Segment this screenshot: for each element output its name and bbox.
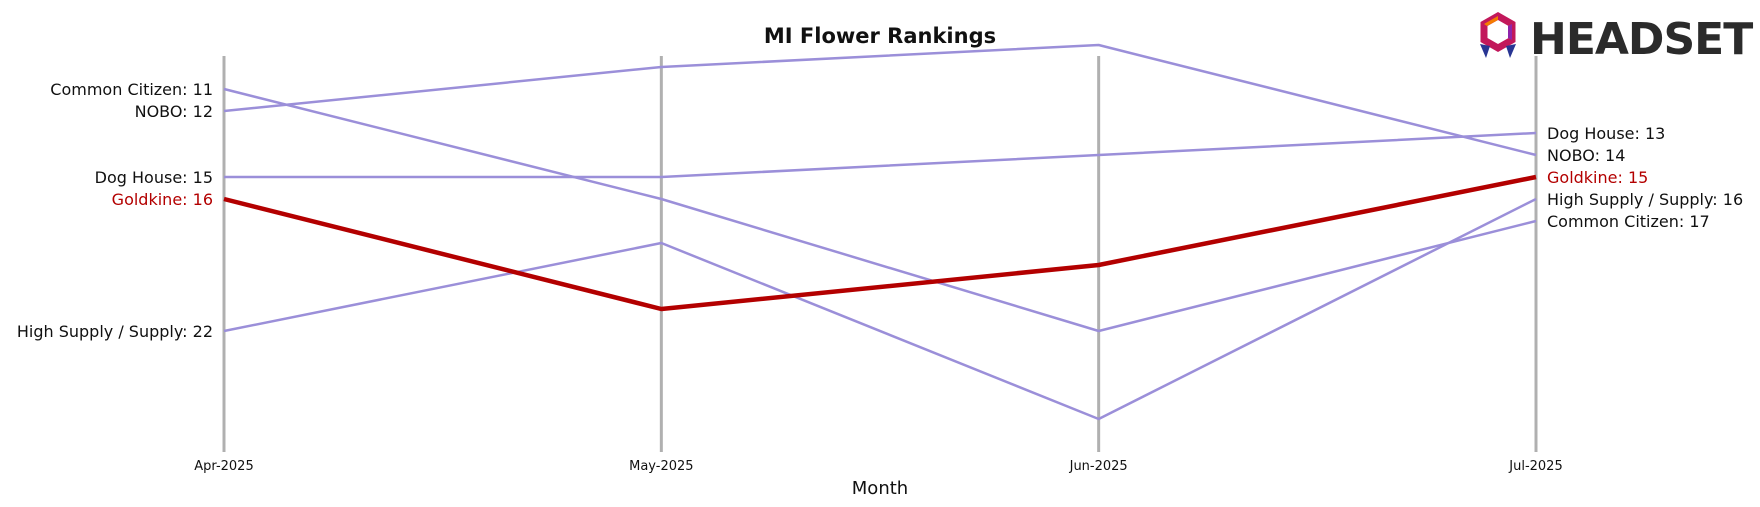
x-axis-ticks: Apr-2025 May-2025 Jun-2025 Jul-2025 (194, 459, 1562, 474)
end-label-nobo: NOBO: 14 (1547, 146, 1625, 165)
start-label-goldkine: Goldkine: 16 (112, 190, 213, 209)
series-line-goldkine (223, 174, 1537, 312)
series-line-high-supply-supply (223, 197, 1537, 421)
x-tick-label: May-2025 (629, 459, 693, 474)
start-label-high-supply-supply: High Supply / Supply: 22 (17, 322, 213, 341)
month-gridlines (222, 56, 1538, 452)
series-line-dog-house (224, 131, 1537, 179)
series-line-common-citizen (223, 87, 1537, 333)
x-axis-title: Month (852, 478, 908, 499)
x-tick-label: Apr-2025 (194, 459, 253, 474)
series-lines (223, 43, 1537, 421)
headset-logo: HEADSET (1480, 11, 1754, 65)
x-tick-label: Jun-2025 (1069, 459, 1128, 474)
end-labels: Common Citizen: 17 NOBO: 14 Dog House: 13 H… (1547, 124, 1743, 231)
end-label-dog-house: Dog House: 13 (1547, 124, 1665, 143)
x-tick-label: Jul-2025 (1508, 459, 1562, 474)
end-label-goldkine: Goldkine: 15 (1547, 168, 1648, 187)
headset-logo-text: HEADSET (1530, 14, 1753, 65)
chart-title: MI Flower Rankings (764, 24, 996, 48)
start-label-common-citizen: Common Citizen: 11 (50, 80, 213, 99)
start-label-nobo: NOBO: 12 (135, 102, 213, 121)
end-label-common-citizen: Common Citizen: 17 (1547, 212, 1710, 231)
series-line-nobo (223, 43, 1537, 157)
end-label-high-supply-supply: High Supply / Supply: 16 (1547, 190, 1743, 209)
start-label-dog-house: Dog House: 15 (95, 168, 213, 187)
headset-logo-icon (1480, 11, 1516, 58)
start-labels: Common Citizen: 11 NOBO: 12 Dog House: 15 H… (17, 80, 213, 341)
